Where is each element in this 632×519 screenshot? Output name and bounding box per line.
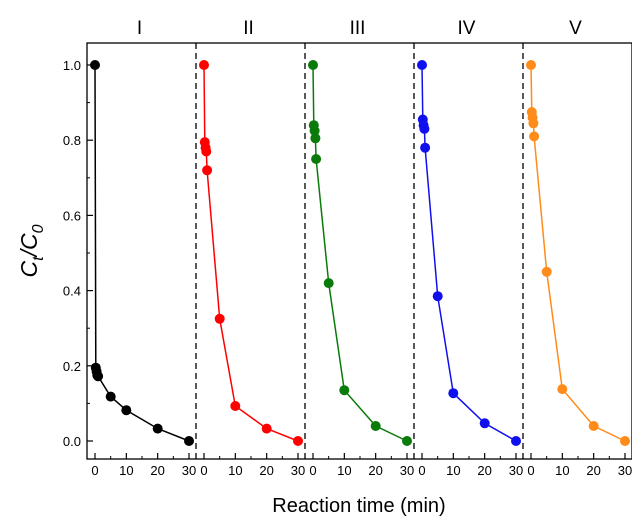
panel-label-II: II [243, 18, 254, 39]
series-line [421, 64, 517, 442]
data-point [310, 133, 321, 144]
series-panel-III [308, 60, 412, 446]
data-point [419, 123, 430, 134]
x-tick-label: 20 [368, 463, 382, 478]
panel-label-I: I [137, 18, 142, 39]
data-point [214, 313, 225, 324]
data-point [529, 131, 540, 142]
y-tick-label: 0.4 [63, 284, 81, 299]
y-tick-label: 0.2 [63, 359, 81, 374]
data-point [152, 423, 163, 434]
y-tick-label: 0.8 [63, 133, 81, 148]
data-point [202, 165, 213, 176]
panel-label-V: V [569, 18, 582, 39]
panel-labels: I II III IV V [137, 18, 582, 39]
panel-label-IV: IV [458, 18, 476, 39]
data-point [526, 60, 536, 70]
data-point [105, 391, 116, 402]
data-point [93, 371, 104, 382]
x-tick-label: 30 [400, 463, 414, 478]
data-point [201, 146, 212, 157]
data-point [541, 266, 552, 277]
x-tick-label: 20 [259, 463, 273, 478]
series-line [94, 64, 190, 442]
x-tick-label: 20 [586, 463, 600, 478]
x-tick-label: 0 [91, 463, 98, 478]
x-tick-label: 30 [182, 463, 196, 478]
data-point [528, 118, 539, 129]
x-tick-label: 0 [200, 463, 207, 478]
x-tick-label: 0 [309, 463, 316, 478]
y-axis-title-slash-c: /C [16, 233, 42, 258]
x-tick-label: 10 [228, 463, 242, 478]
data-point [448, 388, 459, 399]
panel-dividers [195, 43, 524, 459]
data-point [90, 60, 100, 70]
data-point [557, 384, 568, 395]
panel-label-III: III [350, 18, 366, 39]
data-point [308, 60, 318, 70]
data-point [620, 436, 630, 446]
data-point [311, 154, 322, 164]
data-point [293, 436, 303, 446]
series-line [203, 64, 299, 442]
data-point [339, 385, 350, 396]
y-axis: 0.0 0.2 0.4 0.6 0.8 1.0 [63, 58, 93, 449]
x-tick-label: 10 [337, 463, 351, 478]
x-axis: 0 10 20 30 0 10 20 30 0 10 20 30 0 10 20 30 0 10 20 30 [91, 453, 632, 478]
series-panel-I [90, 60, 194, 446]
series-group [90, 60, 630, 446]
data-point [121, 405, 132, 416]
x-axis-title: Reaction time (min) [272, 495, 445, 517]
x-tick-label: 30 [509, 463, 523, 478]
data-point [417, 60, 427, 70]
data-point [432, 291, 443, 302]
data-point [511, 436, 521, 446]
plot-frame [86, 42, 632, 460]
data-point [184, 436, 194, 446]
data-point [261, 423, 272, 434]
data-point [402, 436, 412, 446]
x-tick-label: 20 [150, 463, 164, 478]
series-line [312, 64, 408, 442]
data-point [479, 418, 490, 429]
series-panel-II [199, 60, 303, 446]
x-tick-label: 10 [555, 463, 569, 478]
data-point [309, 125, 320, 136]
data-point [420, 142, 431, 153]
x-tick-label: 30 [291, 463, 305, 478]
series-panel-V [526, 60, 630, 446]
y-tick-label: 0.6 [63, 208, 81, 223]
data-point [199, 60, 209, 70]
y-tick-label: 0.0 [63, 434, 81, 449]
x-tick-label: 0 [527, 463, 534, 478]
y-axis-title-sub-0: 0 [30, 224, 47, 233]
data-point [588, 421, 599, 431]
x-tick-label: 20 [477, 463, 491, 478]
y-axis-title: Ct/C0 [16, 224, 47, 277]
y-axis-title-c: C [16, 260, 42, 277]
y-axis-title-sub-t: t [30, 256, 47, 261]
data-point [323, 278, 334, 289]
series-line [530, 64, 626, 442]
x-tick-label: 30 [618, 463, 632, 478]
x-tick-label: 0 [418, 463, 425, 478]
data-point [370, 421, 381, 431]
x-tick-label: 10 [446, 463, 460, 478]
series-panel-IV [417, 60, 521, 446]
y-tick-label: 1.0 [63, 58, 81, 73]
data-point [230, 401, 241, 411]
x-tick-label: 10 [119, 463, 133, 478]
